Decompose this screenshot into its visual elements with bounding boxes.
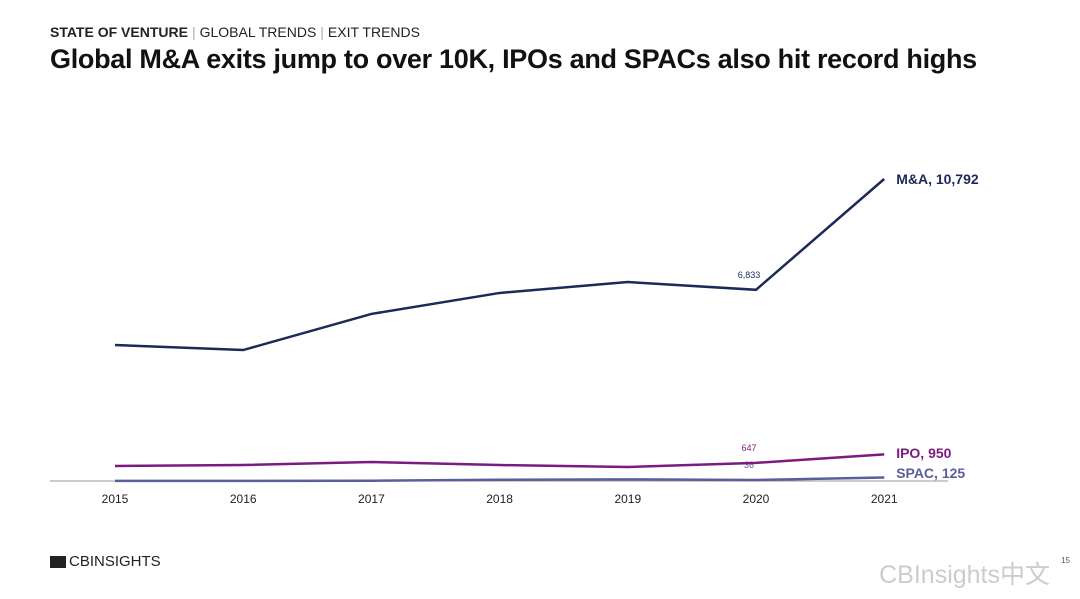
breadcrumb: STATE OF VENTURE | GLOBAL TRENDS | EXIT TREN… (50, 24, 420, 40)
breadcrumb-item: GLOBAL TRENDS (199, 24, 317, 40)
x-tick-label: 2019 (614, 492, 641, 506)
x-tick-label: 2020 (743, 492, 770, 506)
x-tick-label: 2016 (230, 492, 257, 506)
logo-text: CBINSIGHTS (69, 553, 161, 570)
ma-series-line (114, 178, 886, 352)
page-number: 15 (1061, 556, 1070, 565)
spac-series-line (115, 476, 885, 483)
spac-end-label: SPAC, 125 (896, 465, 965, 481)
x-tick-label: 2015 (102, 492, 129, 506)
x-tick-label: 2021 (871, 492, 898, 506)
watermark: CBInsights中文 (879, 561, 1050, 589)
ipo-end-label: IPO, 950 (896, 445, 951, 461)
ipo-data-label: 647 (741, 443, 756, 453)
x-tick-label: 2017 (358, 492, 385, 506)
x-tick-label: 2018 (486, 492, 513, 506)
logo-icon (50, 555, 66, 568)
breadcrumb-item: EXIT TRENDS (327, 24, 420, 40)
page-title: Global M&A exits jump to over 10K, IPOs … (50, 44, 977, 74)
ma-data-label: 6,833 (738, 270, 761, 280)
cbinsights-logo: CBINSIGHTS (50, 553, 161, 570)
ma-end-label: M&A, 10,792 (896, 171, 979, 187)
spac-data-label: 36 (744, 460, 754, 470)
breadcrumb-item: STATE OF VENTURE (50, 24, 188, 40)
